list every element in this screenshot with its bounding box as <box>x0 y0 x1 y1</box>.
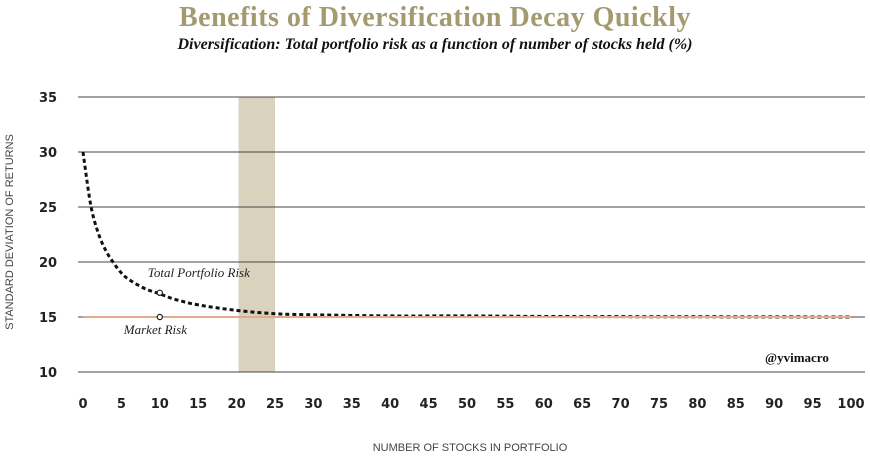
x-tick-label: 70 <box>612 397 630 412</box>
highlight-band <box>238 97 275 372</box>
y-tick-label: 10 <box>39 366 57 381</box>
x-tick-label: 90 <box>765 397 783 412</box>
x-tick-label: 35 <box>343 397 361 412</box>
x-tick-label: 10 <box>151 397 169 412</box>
x-tick-label: 55 <box>496 397 514 412</box>
y-tick-label: 30 <box>39 146 57 161</box>
total-portfolio-risk-label: Total Portfolio Risk <box>148 265 250 280</box>
tick-layer: 10 15 20 25 30 35 0 5 10 15 20 25 30 35 40 45 50 55 60 65 70… <box>39 91 865 412</box>
market-risk-label: Market Risk <box>123 322 187 337</box>
watermark-handle: @yvimacro <box>765 350 829 365</box>
x-tick-label: 95 <box>804 397 822 412</box>
y-tick-label: 15 <box>39 311 57 326</box>
chart-subtitle: Diversification: Total portfolio risk as… <box>177 36 693 53</box>
x-tick-label: 75 <box>650 397 668 412</box>
x-tick-label: 80 <box>688 397 706 412</box>
x-tick-label: 40 <box>381 397 399 412</box>
y-tick-label: 20 <box>39 256 57 271</box>
x-tick-label: 15 <box>189 397 207 412</box>
x-tick-label: 65 <box>573 397 591 412</box>
highlight-band-layer <box>238 97 275 372</box>
x-tick-label: 100 <box>837 397 864 412</box>
annotation-marker <box>156 289 163 296</box>
chart-title: Benefits of Diversification Decay Quickl… <box>179 2 691 33</box>
x-tick-label: 5 <box>117 397 126 412</box>
x-tick-label: 60 <box>535 397 553 412</box>
total-portfolio-risk-curve <box>81 151 852 319</box>
x-axis-label: NUMBER OF STOCKS IN PORTFOLIO <box>373 442 568 454</box>
annotation-marker <box>156 313 163 321</box>
y-axis-label: STANDARD DEVIATION OF RETURNS <box>4 134 16 330</box>
series-layer <box>81 151 852 319</box>
x-tick-label: 50 <box>458 397 476 412</box>
x-tick-label: 30 <box>304 397 322 412</box>
y-tick-label: 25 <box>39 201 57 216</box>
annotation-layer: Total Portfolio Risk Market Risk <box>123 265 250 337</box>
x-tick-label: 0 <box>78 397 87 412</box>
x-tick-label: 20 <box>228 397 246 412</box>
grid-layer <box>78 96 865 373</box>
x-tick-label: 45 <box>420 397 438 412</box>
x-tick-label: 25 <box>266 397 284 412</box>
y-tick-label: 35 <box>39 91 57 106</box>
x-tick-label: 85 <box>727 397 745 412</box>
